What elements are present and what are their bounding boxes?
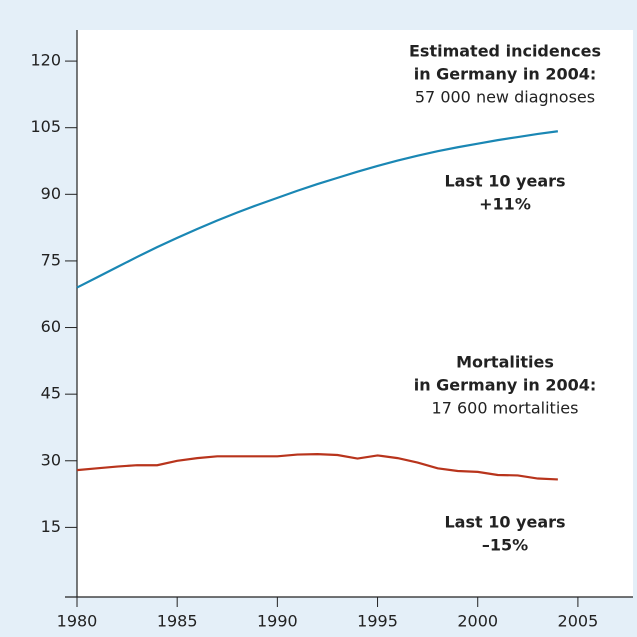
x-tick-label: 1990 <box>257 612 298 631</box>
y-tick-label: 75 <box>41 250 61 269</box>
annotation: +11% <box>479 195 531 214</box>
x-tick-label: 2000 <box>457 612 498 631</box>
y-tick-label: 105 <box>30 117 61 136</box>
y-tick-label: 30 <box>41 450 61 469</box>
x-tick-label: 1980 <box>57 612 98 631</box>
plot-area <box>77 30 633 597</box>
annotation: in Germany in 2004: <box>414 65 597 84</box>
annotation: Last 10 years <box>444 513 565 532</box>
series-line <box>76 130 559 289</box>
x-tick-label: 1995 <box>357 612 398 631</box>
y-tick-label: 15 <box>41 517 61 536</box>
annotation: in Germany in 2004: <box>414 376 597 395</box>
annotation: –15% <box>482 536 528 555</box>
annotation: Mortalities <box>456 353 554 372</box>
y-tick-label: 120 <box>30 51 61 70</box>
annotation: 57 000 new diagnoses <box>415 88 595 107</box>
annotation: Estimated incidences <box>409 42 601 61</box>
annotation: Last 10 years <box>444 172 565 191</box>
y-tick-label: 60 <box>41 317 61 336</box>
annotation: 17 600 mortalities <box>432 399 579 418</box>
y-tick-label: 90 <box>41 184 61 203</box>
x-tick-label: 2005 <box>558 612 599 631</box>
x-tick-label: 1985 <box>157 612 198 631</box>
y-tick-label: 45 <box>41 384 61 403</box>
series-line <box>76 453 558 481</box>
